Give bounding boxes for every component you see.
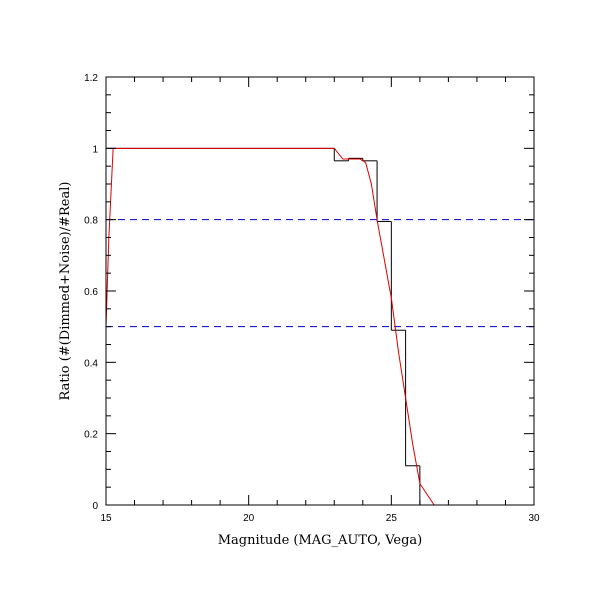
y-tick-label: 0.4 [84, 358, 98, 369]
axis-ticks [105, 76, 535, 506]
x-tick-label: 15 [100, 513, 112, 524]
x-tick-label: 25 [386, 513, 398, 524]
y-tick-label: 0.6 [84, 287, 98, 298]
y-tick-label: 0.8 [84, 216, 98, 227]
y-tick-label: 0.2 [84, 430, 98, 441]
fit-curve [105, 147, 534, 506]
y-tick-label: 1 [92, 144, 98, 155]
plot-frame [105, 76, 535, 506]
x-tick-label: 30 [528, 513, 540, 524]
y-tick-label: 0 [92, 501, 98, 512]
tick-labels: 15 20 25 30 0 0.2 0.4 0.6 0.8 1 1.2 [84, 73, 540, 524]
reference-lines [106, 219, 534, 328]
fit-curve-line [105, 147, 534, 506]
x-tick-label: 20 [243, 513, 255, 524]
x-axis-title: Magnitude (MAG_AUTO, Vega) [218, 533, 423, 548]
y-tick-label: 1.2 [84, 73, 98, 84]
y-axis-title: Ratio (#(Dimmed+Noise)/#Real) [58, 182, 73, 401]
